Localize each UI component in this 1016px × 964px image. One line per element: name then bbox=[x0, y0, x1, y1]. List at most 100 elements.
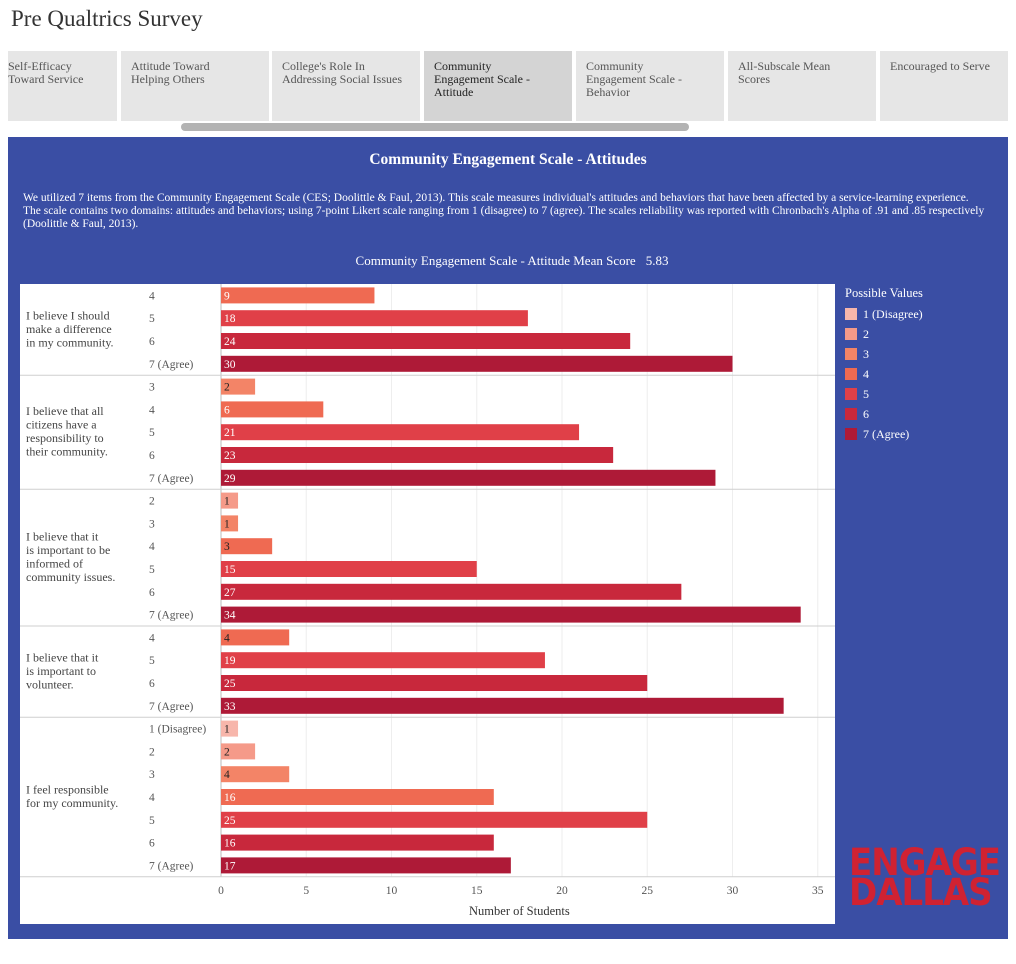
bar-value-label: 21 bbox=[224, 427, 236, 439]
tab-2[interactable]: Attitude Toward Helping Others bbox=[121, 51, 269, 121]
bar bbox=[221, 561, 477, 577]
dashboard-panel: Community Engagement Scale - Attitudes W… bbox=[8, 137, 1008, 939]
tab-label-line: Helping Others bbox=[131, 72, 205, 86]
tab-label-line: Community bbox=[434, 59, 492, 73]
bar-value-label: 18 bbox=[224, 313, 236, 325]
category-label: 3 bbox=[149, 382, 155, 394]
category-label: 4 bbox=[149, 290, 155, 302]
tab-label-line: Encouraged to Serve bbox=[890, 59, 990, 73]
tab-7[interactable]: Encouraged to Serve bbox=[880, 51, 1008, 121]
bar-value-label: 16 bbox=[224, 838, 236, 850]
bar-value-label: 3 bbox=[224, 541, 230, 553]
legend-item[interactable]: 4 bbox=[845, 364, 1005, 384]
bar bbox=[221, 766, 290, 783]
bar-value-label: 25 bbox=[224, 678, 236, 690]
tab-scrollbar-thumb[interactable] bbox=[181, 123, 689, 131]
legend: Possible Values 1 (Disagree) 2 3 4 5 6 7 (Agre… bbox=[845, 286, 1005, 444]
bar-value-label: 23 bbox=[224, 450, 236, 462]
category-label: 6 bbox=[149, 678, 155, 690]
bar-value-label: 1 bbox=[224, 496, 230, 508]
bar bbox=[221, 583, 682, 600]
legend-label: 7 (Agree) bbox=[863, 426, 910, 441]
legend-label: 4 bbox=[863, 366, 869, 381]
legend-swatch bbox=[845, 328, 857, 340]
tab-4[interactable]: Community Engagement Scale - Attitude bbox=[424, 51, 572, 121]
bar bbox=[221, 743, 256, 760]
category-label: 3 bbox=[149, 518, 155, 530]
bar bbox=[221, 378, 256, 395]
category-label: 6 bbox=[149, 838, 155, 850]
bar bbox=[221, 401, 324, 418]
logo-line-1: ENGAGE bbox=[849, 841, 1001, 885]
legend-item[interactable]: 7 (Agree) bbox=[845, 424, 1005, 444]
tab-scrollbar[interactable] bbox=[181, 123, 689, 131]
tab-6[interactable]: All-Subscale Mean Scores bbox=[728, 51, 876, 121]
bar bbox=[221, 811, 648, 828]
bar bbox=[221, 492, 239, 509]
legend-items: 1 (Disagree) 2 3 4 5 6 7 (Agree) bbox=[845, 304, 1005, 444]
category-label: 7 (Agree) bbox=[149, 359, 194, 371]
tab-1[interactable]: Self-Efficacy Toward Service bbox=[8, 51, 117, 121]
bar bbox=[221, 424, 580, 441]
bar bbox=[221, 515, 239, 532]
tab-label-line: Addressing Social Issues bbox=[282, 72, 402, 86]
question-label: I feel responsible for my community. bbox=[26, 783, 118, 811]
category-label: 2 bbox=[149, 496, 155, 508]
panel-title: Community Engagement Scale - Attitudes bbox=[369, 151, 647, 168]
category-label: 2 bbox=[149, 746, 155, 758]
logo-line-2: DALLAS bbox=[849, 871, 993, 915]
bar-value-label: 16 bbox=[224, 792, 236, 804]
legend-item[interactable]: 3 bbox=[845, 344, 1005, 364]
tab-3[interactable]: College's Role In Addressing Social Issue… bbox=[272, 51, 420, 121]
x-tick-label: 35 bbox=[812, 885, 824, 897]
x-tick-label: 15 bbox=[471, 885, 483, 897]
mean-score-label: Community Engagement Scale - Attitude Me… bbox=[355, 253, 636, 268]
question-label: I believe that all citizens have a respons… bbox=[26, 404, 108, 459]
chart-area: I believe I should make a difference in my… bbox=[20, 284, 835, 924]
tab-label-line: Engagement Scale - bbox=[586, 72, 682, 86]
legend-item[interactable]: 1 (Disagree) bbox=[845, 304, 1005, 324]
bar bbox=[221, 675, 648, 691]
bar-value-label: 25 bbox=[224, 815, 236, 827]
category-label: 6 bbox=[149, 450, 155, 462]
bar bbox=[221, 469, 716, 486]
page-title: Pre Qualtrics Survey bbox=[11, 6, 203, 31]
tab-5[interactable]: Community Engagement Scale - Behavior bbox=[576, 51, 724, 121]
bar-value-label: 29 bbox=[224, 473, 236, 485]
question-label: I believe that it is important to voluntee… bbox=[26, 650, 99, 691]
x-tick-label: 10 bbox=[386, 885, 398, 897]
legend-label: 3 bbox=[863, 346, 869, 361]
tab-label-line: College's Role In bbox=[282, 59, 365, 73]
legend-label: 1 (Disagree) bbox=[863, 306, 923, 321]
category-label: 4 bbox=[149, 792, 155, 804]
category-label: 7 (Agree) bbox=[149, 860, 194, 872]
legend-item[interactable]: 5 bbox=[845, 384, 1005, 404]
bar bbox=[221, 538, 273, 555]
bar-value-label: 19 bbox=[224, 655, 236, 667]
bar-value-label: 24 bbox=[224, 336, 236, 348]
tab-label-line: Toward Service bbox=[8, 72, 84, 86]
question-label: I believe that it is important to be infor… bbox=[26, 530, 115, 585]
bar bbox=[221, 629, 290, 646]
tab-label-line: Engagement Scale - bbox=[434, 72, 530, 86]
category-label: 6 bbox=[149, 336, 155, 348]
legend-swatch bbox=[845, 428, 857, 440]
category-label: 4 bbox=[149, 404, 155, 416]
tab-label-line: Scores bbox=[738, 72, 770, 86]
category-label: 3 bbox=[149, 769, 155, 781]
x-tick-label: 20 bbox=[556, 885, 568, 897]
bar bbox=[221, 697, 784, 714]
bar bbox=[221, 857, 511, 874]
legend-item[interactable]: 2 bbox=[845, 324, 1005, 344]
panel-description: We utilized 7 items from the Community E… bbox=[23, 192, 985, 230]
bar bbox=[221, 287, 375, 304]
legend-item[interactable]: 6 bbox=[845, 404, 1005, 424]
bar-value-label: 9 bbox=[224, 290, 230, 302]
bar-value-label: 2 bbox=[224, 382, 230, 394]
bar bbox=[221, 310, 528, 327]
bar-value-label: 27 bbox=[224, 587, 236, 599]
category-label: 7 (Agree) bbox=[149, 701, 194, 713]
bar bbox=[221, 606, 801, 623]
category-label: 7 (Agree) bbox=[149, 473, 194, 485]
bar bbox=[221, 834, 494, 851]
